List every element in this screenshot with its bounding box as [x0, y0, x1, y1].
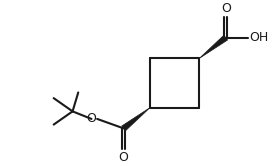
Text: OH: OH [249, 31, 269, 44]
Text: O: O [119, 151, 128, 164]
Text: O: O [221, 2, 231, 15]
Polygon shape [199, 35, 228, 58]
Text: O: O [86, 112, 96, 125]
Polygon shape [122, 108, 150, 131]
